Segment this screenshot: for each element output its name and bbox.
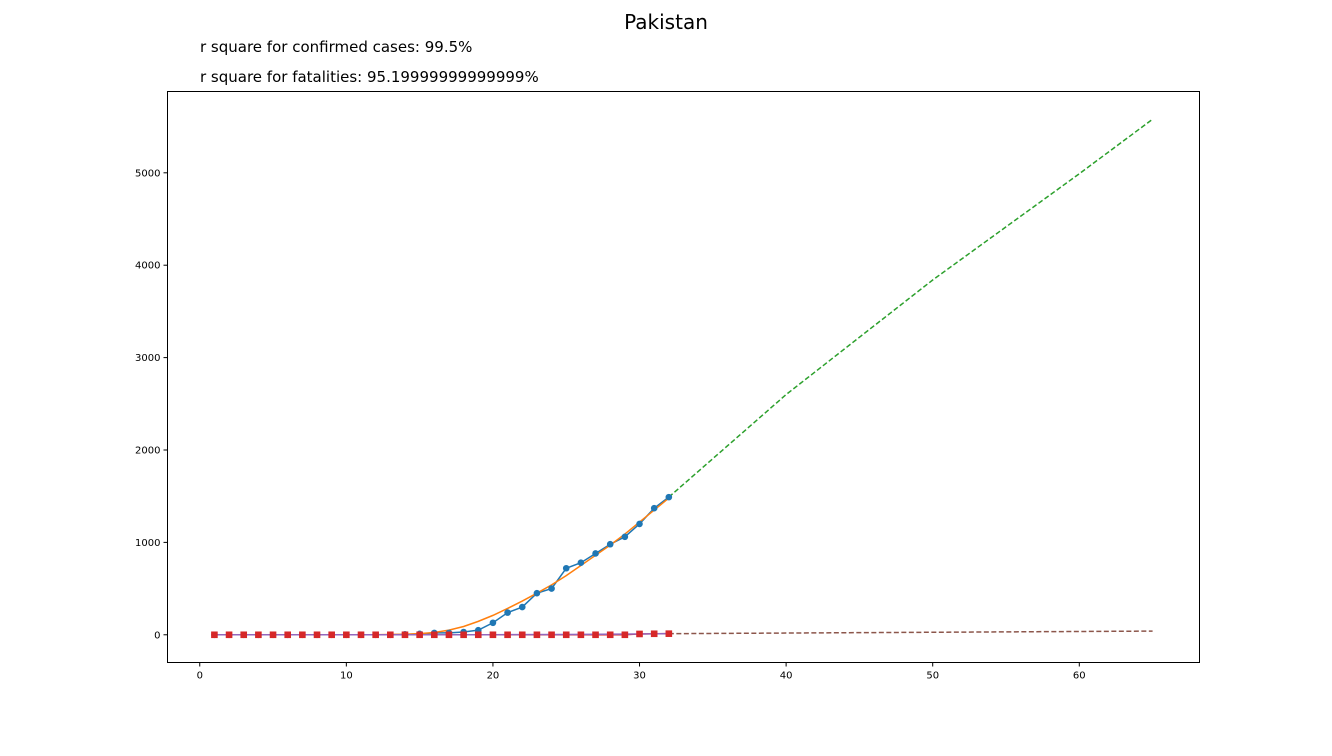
observed-confirmed-point <box>650 504 658 512</box>
observed-fatalities-point <box>225 631 233 639</box>
y-tick: 5000 <box>135 168 168 179</box>
observed-fatalities-point <box>606 631 614 639</box>
observed-fatalities-point <box>650 630 658 638</box>
x-tick-label: 10 <box>340 671 353 682</box>
x-tick-label: 0 <box>197 671 203 682</box>
observed-fatalities-point <box>518 631 526 639</box>
observed-fatalities-point <box>592 631 599 639</box>
y-tick-label: 3000 <box>135 353 160 364</box>
observed-fatalities-point <box>299 631 306 639</box>
y-tick: 3000 <box>135 353 168 364</box>
observed-confirmed-point <box>548 585 555 592</box>
observed-fatalities-point <box>504 631 511 639</box>
x-tick-label: 30 <box>633 671 646 682</box>
observed-fatalities-point <box>328 631 335 639</box>
x-tick: 10 <box>340 662 353 682</box>
observed-confirmed-point <box>577 559 585 567</box>
observed-fatalities-point <box>240 631 248 639</box>
observed-fatalities-point <box>533 631 541 639</box>
y-tick-label: 0 <box>154 630 160 641</box>
y-tick: 2000 <box>135 445 168 456</box>
observed-fatalities-point <box>313 631 321 639</box>
observed-confirmed-point <box>592 550 599 557</box>
observed-fatalities-point <box>665 630 673 637</box>
observed-fatalities-point <box>548 631 555 639</box>
x-tick: 0 <box>197 662 203 682</box>
observed-fatalities-point <box>387 631 394 639</box>
y-tick-label: 4000 <box>135 261 160 272</box>
y-tick-label: 5000 <box>135 168 160 179</box>
observed-fatalities-point <box>284 631 292 639</box>
observed-fatalities-point <box>474 631 482 639</box>
fitted-fatalities-line <box>214 632 669 636</box>
x-tick: 20 <box>487 662 500 682</box>
observed-fatalities-point <box>489 631 497 639</box>
y-tick: 1000 <box>135 538 168 549</box>
observed-confirmed-point <box>518 603 526 611</box>
observed-confirmed-point <box>489 619 497 627</box>
observed-confirmed-line <box>214 496 670 636</box>
x-tick: 40 <box>780 662 793 682</box>
forecast-confirmed-line <box>668 118 1154 498</box>
observed-fatalities-point <box>577 631 585 639</box>
y-tick: 4000 <box>135 261 168 272</box>
observed-fatalities-point <box>460 631 467 639</box>
x-tick: 30 <box>633 662 646 682</box>
x-tick-label: 40 <box>780 671 793 682</box>
y-tick: 0 <box>154 630 168 641</box>
observed-confirmed-point <box>621 533 629 541</box>
r-square-confirmed-annotation: r square for confirmed cases: 99.5% <box>200 38 473 56</box>
observed-fatalities-point <box>269 631 277 639</box>
observed-fatalities-point <box>372 631 379 639</box>
y-tick-label: 1000 <box>135 538 160 549</box>
x-tick-label: 50 <box>926 671 939 682</box>
observed-fatalities-point <box>445 631 453 639</box>
fitted-confirmed-line <box>214 497 670 636</box>
observed-fatalities-point <box>430 631 438 639</box>
observed-confirmed-point <box>504 609 511 616</box>
axes: 0 10 20 30 40 50 60 0 1000 2000 3000 4000 5000 <box>135 168 1086 681</box>
observed-fatalities-point <box>401 631 409 639</box>
observed-confirmed-point <box>533 589 541 597</box>
observed-fatalities-point <box>343 631 350 639</box>
observed-fatalities-point <box>562 631 570 639</box>
observed-confirmed-point <box>606 540 614 548</box>
observed-fatalities-point <box>255 631 262 639</box>
x-tick-label: 20 <box>487 671 500 682</box>
chart-title: Pakistan <box>624 10 708 34</box>
observed-fatalities-point <box>621 631 629 639</box>
observed-fatalities-point <box>636 630 643 638</box>
plot-frame <box>167 91 1200 663</box>
forecast-fatalities-line <box>668 630 1153 635</box>
x-tick: 50 <box>926 662 939 682</box>
observed-fatalities-point <box>416 631 423 639</box>
r-square-fatalities-annotation: r square for fatalities: 95.199999999999… <box>200 68 539 86</box>
observed-confirmed-point <box>665 493 673 501</box>
observed-confirmed-point <box>562 564 570 572</box>
observed-fatalities-point <box>211 631 218 639</box>
observed-confirmed-point <box>636 520 643 528</box>
observed-fatalities-point <box>357 631 365 639</box>
x-tick-label: 60 <box>1073 671 1086 682</box>
x-tick: 60 <box>1073 662 1086 682</box>
y-tick-label: 2000 <box>135 445 160 456</box>
series-layer <box>211 118 1154 639</box>
